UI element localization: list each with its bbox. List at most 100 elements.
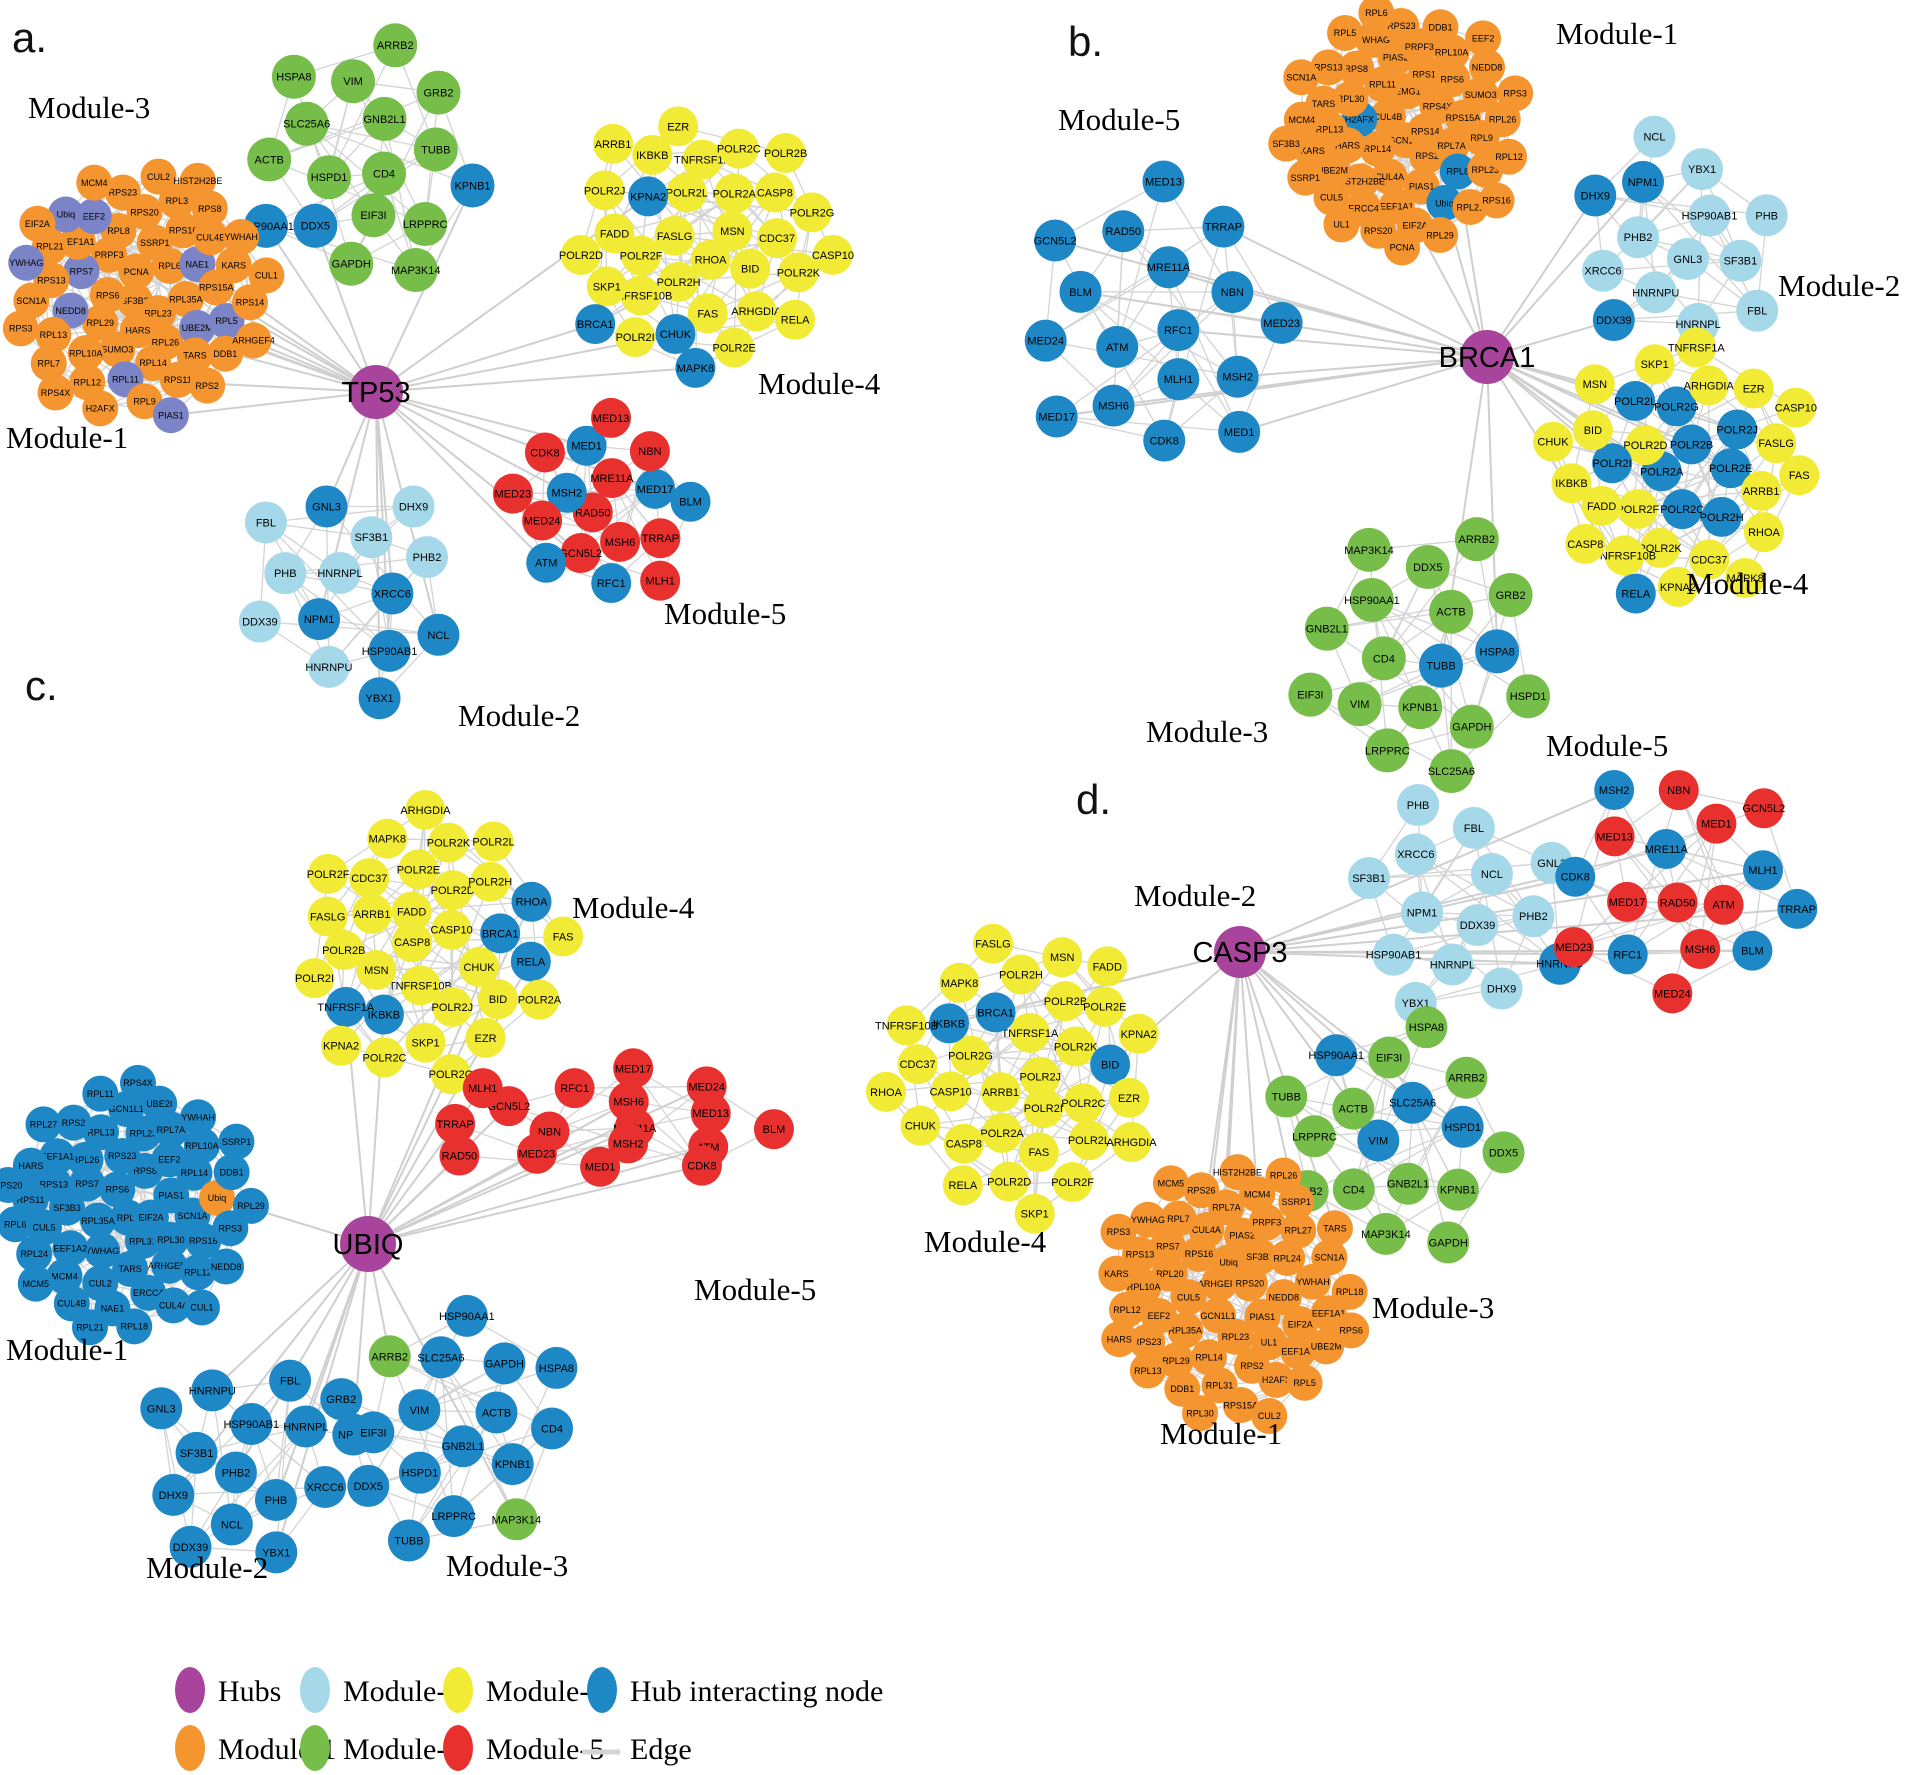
edge bbox=[314, 81, 354, 226]
node-MSH6 bbox=[600, 521, 641, 562]
node-CASP10 bbox=[812, 234, 853, 275]
node-SSRP1 bbox=[218, 1123, 255, 1160]
node-EIF3I bbox=[351, 193, 396, 238]
node-SF3B1 bbox=[1719, 239, 1762, 282]
module-label-c-m4: Module-4 bbox=[572, 890, 695, 925]
hub-edge bbox=[1222, 225, 1488, 358]
node-TNFRSF1A bbox=[682, 139, 723, 180]
node-NEDD8 bbox=[1469, 49, 1506, 86]
node-YWHAG bbox=[8, 244, 45, 281]
node-RPL35A bbox=[1167, 1312, 1204, 1349]
node-EEF1A2 bbox=[1280, 1333, 1317, 1370]
node-MED17 bbox=[1607, 881, 1648, 922]
node-RPL5 bbox=[1327, 15, 1364, 52]
node-RPS23 bbox=[104, 174, 141, 211]
node-RPL29 bbox=[1158, 1342, 1195, 1379]
node-PHB2 bbox=[1617, 216, 1660, 259]
node-YWHAH bbox=[223, 219, 260, 256]
node-TNFRSF10B bbox=[886, 1005, 927, 1046]
node-Ubiq bbox=[47, 196, 84, 233]
node-RPS14 bbox=[232, 284, 269, 321]
node-MED17 bbox=[635, 468, 676, 509]
node-MSH6 bbox=[1092, 384, 1135, 427]
legend-swatch-module4 bbox=[443, 1667, 473, 1713]
node-ARRB1 bbox=[980, 1072, 1021, 1113]
node-RPS6 bbox=[1434, 61, 1471, 98]
node-CASP8 bbox=[754, 172, 795, 213]
node-NCL bbox=[1633, 115, 1676, 158]
hub-edge bbox=[367, 1243, 518, 1520]
node-POLR2E bbox=[398, 849, 439, 890]
node-FBL bbox=[244, 501, 287, 544]
node-TNFRSF1A bbox=[1676, 327, 1717, 368]
node-ATM bbox=[1096, 325, 1139, 368]
node-POLR2K bbox=[1640, 527, 1681, 568]
node-ARRB2 bbox=[368, 1335, 411, 1378]
edge bbox=[419, 1367, 557, 1411]
node-HIST2H2BE bbox=[179, 162, 216, 199]
edge bbox=[1000, 965, 1108, 1093]
hub-node-CASP3 bbox=[1214, 926, 1266, 978]
node-SKP1 bbox=[586, 266, 627, 307]
node-MLH1 bbox=[462, 1068, 503, 1109]
node-HSP90AA1 bbox=[445, 1294, 488, 1337]
node-PHB2 bbox=[406, 536, 449, 579]
node-RAD50 bbox=[1102, 210, 1145, 253]
node-MCM4 bbox=[46, 1258, 83, 1295]
node-XRCC6 bbox=[1394, 833, 1437, 876]
node-RPL8 bbox=[1439, 153, 1476, 190]
node-LRPPRC bbox=[403, 202, 448, 247]
hub-edge bbox=[1486, 181, 1644, 358]
module-label-b-m1: Module-1 bbox=[1556, 16, 1678, 51]
edge bbox=[1310, 665, 1442, 696]
node-BLM bbox=[1732, 930, 1773, 971]
node-FADD bbox=[1581, 485, 1622, 526]
node-NEDD8 bbox=[1265, 1279, 1302, 1316]
node-RPS4X bbox=[37, 374, 74, 411]
node-ACTB bbox=[475, 1391, 518, 1434]
node-RPS16 bbox=[185, 1222, 222, 1259]
node-POLR2E bbox=[1710, 448, 1751, 489]
node-POLR2A bbox=[519, 979, 560, 1020]
node-RPL30 bbox=[1332, 80, 1369, 117]
node-CASP8 bbox=[1565, 523, 1606, 564]
node-DDX5 bbox=[1482, 1131, 1525, 1174]
node-FAS bbox=[1018, 1132, 1059, 1173]
node-CUL5 bbox=[1313, 179, 1350, 216]
node-MED23 bbox=[1260, 301, 1303, 344]
node-ARRB1 bbox=[1741, 470, 1782, 511]
legend-label: Module-3 bbox=[343, 1733, 461, 1766]
node-CD4 bbox=[1332, 1168, 1375, 1211]
node-LRPPRC bbox=[1365, 728, 1410, 773]
edge bbox=[389, 1355, 553, 1430]
node-RPL30 bbox=[1182, 1395, 1219, 1432]
node-POLR2I bbox=[1023, 1088, 1064, 1129]
node-RPS23 bbox=[104, 1137, 141, 1174]
node-SLC25A6 bbox=[1429, 749, 1474, 794]
node-CASP8 bbox=[943, 1123, 984, 1164]
node-RPL27 bbox=[1280, 1212, 1317, 1249]
node-DHX9 bbox=[1480, 967, 1523, 1010]
node-BID bbox=[1572, 410, 1613, 451]
node-GCN5L2 bbox=[1034, 219, 1077, 262]
node-TRRAP bbox=[435, 1103, 476, 1144]
nodes: DDX39NPM1NCLHNRNPLXRCC6PHB2HSP90AB1FBLDH… bbox=[866, 770, 1818, 1434]
node-SKP1 bbox=[405, 1022, 446, 1063]
node-POLR2C bbox=[1063, 1083, 1104, 1124]
edge bbox=[1314, 1135, 1459, 1191]
edge bbox=[211, 1389, 326, 1488]
node-FASLG bbox=[973, 923, 1014, 964]
node-GNL3 bbox=[305, 485, 348, 528]
node-RPL11 bbox=[1364, 66, 1401, 103]
node-TUBB bbox=[387, 1519, 430, 1562]
node-DHX9 bbox=[392, 485, 435, 528]
node-SLC25A6 bbox=[284, 101, 329, 146]
node-BLM bbox=[1059, 270, 1102, 313]
hub-edge bbox=[375, 323, 596, 393]
node-ARRB2 bbox=[1454, 517, 1499, 562]
legend-label: Hub interacting node bbox=[630, 1675, 883, 1708]
node-RPS26 bbox=[1183, 1172, 1220, 1209]
node-PHB bbox=[1397, 783, 1440, 826]
node-YBX1 bbox=[1681, 148, 1724, 191]
node-POLR2D bbox=[989, 1161, 1030, 1202]
